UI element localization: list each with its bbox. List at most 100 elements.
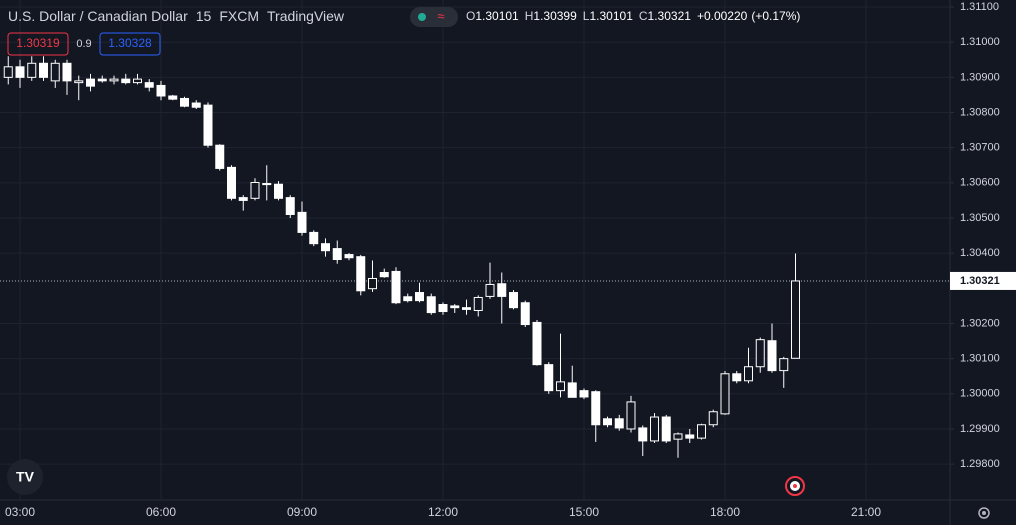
candle-body (379, 272, 389, 278)
candle-body (97, 78, 107, 82)
candle-body (497, 283, 507, 297)
candle-body (509, 292, 518, 309)
candle-body (168, 95, 178, 100)
candle-body (274, 183, 283, 199)
status-pill[interactable] (410, 7, 458, 27)
candle-body (39, 62, 48, 78)
candle-body (485, 283, 495, 297)
ohlc-value: 1.30399 (533, 9, 577, 23)
y-tick-label: 1.30900 (960, 71, 1000, 83)
candle-body (133, 78, 142, 84)
y-tick-label: 1.30800 (960, 106, 1000, 118)
change: +0.00220 (697, 9, 748, 23)
candle-body (708, 411, 718, 426)
y-tick-label: 1.31000 (960, 36, 1000, 48)
spread: 0.9 (76, 38, 91, 50)
y-tick-label: 1.30700 (960, 142, 1000, 154)
y-tick-label: 1.30000 (960, 388, 1000, 400)
x-tick-label: 15:00 (569, 505, 599, 519)
candle-body (697, 424, 706, 439)
candle-body (614, 418, 624, 429)
candle-body (356, 256, 366, 292)
x-tick-label: 06:00 (146, 505, 176, 519)
candle-body (603, 418, 612, 426)
header: U.S. Dollar / Canadian Dollar 15 FXCM Tradi… (8, 8, 345, 24)
ohlc-value: 1.30321 (648, 9, 692, 23)
candle-body (426, 296, 436, 314)
x-tick-label: 09:00 (287, 505, 317, 519)
candle-body (767, 340, 777, 372)
candle-body (215, 144, 225, 169)
candle-body (344, 254, 354, 259)
x-tick-label: 03:00 (5, 505, 35, 519)
change-pct: (+0.17%) (751, 9, 800, 23)
last-price-box (950, 271, 1016, 290)
candle-body (227, 166, 236, 199)
candle-body (27, 62, 37, 78)
candle-body (579, 390, 589, 398)
candle-body (520, 302, 530, 326)
y-tick-label: 1.29900 (960, 423, 1000, 435)
y-tick-label: 1.30100 (960, 353, 1000, 365)
y-tick-label: 1.30400 (960, 247, 1000, 259)
buy-price[interactable]: 1.30328 (108, 36, 152, 50)
candle-body (332, 248, 342, 260)
candle-body (544, 364, 554, 392)
candle-body (86, 78, 95, 87)
candle-body (250, 181, 260, 199)
sell-button[interactable] (7, 32, 69, 56)
y-tick-label: 1.30200 (960, 317, 1000, 329)
y-tick-label: 1.31100 (960, 1, 999, 13)
sell-price[interactable]: 1.30319 (16, 36, 60, 50)
candle-body (744, 366, 753, 382)
settings-icon[interactable] (978, 507, 990, 519)
candle-body (262, 183, 272, 186)
tv-logo[interactable]: TV (7, 459, 43, 495)
delay-icon: ≈ (437, 8, 444, 23)
candle-body (285, 197, 295, 215)
candle-body (661, 416, 671, 442)
market-status (418, 13, 426, 21)
ohlc-label: O (466, 9, 475, 23)
ohlc-label: L (583, 9, 590, 23)
candle-body (391, 270, 401, 304)
candle-body (720, 373, 730, 415)
y-tick-label: 1.30500 (960, 212, 1000, 224)
candle-body (109, 78, 119, 82)
labels: U.S. Dollar / Canadian Dollar 15 FXCM Tradi… (5, 1, 1016, 519)
candle-body (779, 358, 789, 372)
candle-body (50, 62, 60, 82)
candle-body (673, 433, 683, 440)
candle-body (238, 197, 248, 201)
candle-body (473, 296, 483, 311)
ohlc-value: 1.30101 (589, 9, 633, 23)
candle-body (685, 434, 695, 439)
candle-body (415, 292, 424, 302)
candle-body (732, 373, 742, 382)
candle-body (156, 84, 166, 97)
candle-body (755, 339, 765, 368)
candle-body (297, 211, 307, 233)
candle-body (438, 304, 448, 313)
buy-button[interactable] (99, 32, 161, 56)
brand: TradingView (267, 8, 345, 24)
candle-body (121, 78, 131, 84)
candle-body (638, 427, 648, 442)
event-flag[interactable] (785, 476, 805, 496)
last-price-label: 1.30321 (960, 275, 1000, 287)
candle-body (321, 243, 330, 252)
candle-body (309, 231, 319, 245)
candle-body (532, 321, 542, 366)
candle-body (15, 66, 25, 78)
interval: 15 (196, 8, 212, 24)
candle-body (203, 104, 213, 146)
svg-text:TV: TV (16, 469, 35, 485)
candle-body (3, 66, 13, 78)
candle-body (403, 296, 413, 302)
ohlc-label: H (525, 9, 534, 23)
candle-body (567, 382, 577, 398)
candle-body (591, 391, 601, 426)
candle-body (556, 381, 565, 392)
